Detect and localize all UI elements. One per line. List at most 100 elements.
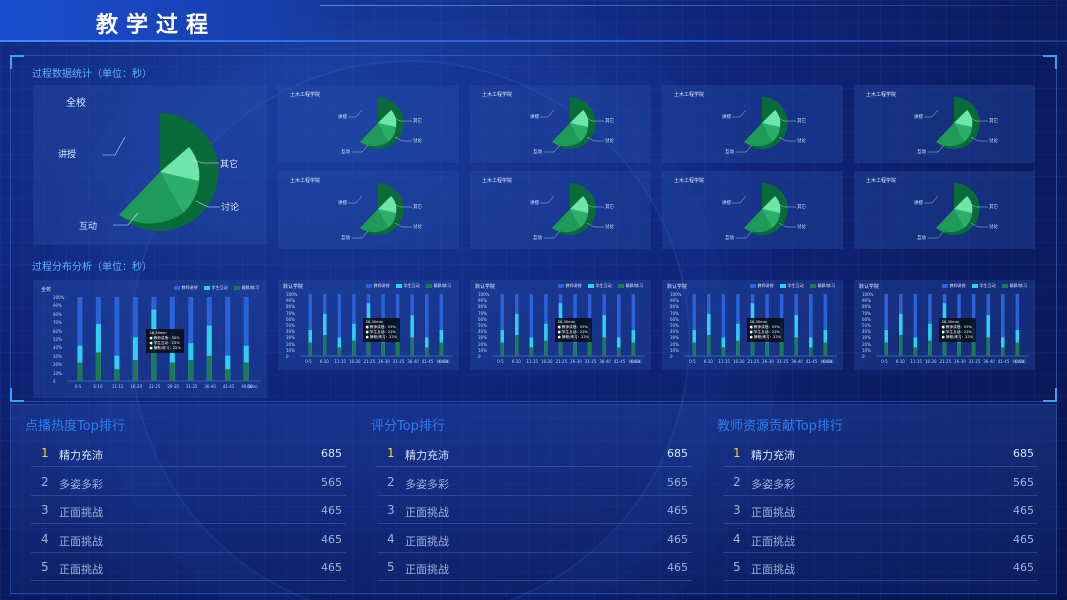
small-pie-chart <box>348 97 412 153</box>
x-tick-label: 26-30 <box>954 359 966 364</box>
rank-score: 465 <box>667 561 688 574</box>
rank-number: 1 <box>733 446 741 460</box>
pie-label-lecture: 讲授 <box>530 201 539 206</box>
pie-slice-discussion <box>954 123 972 142</box>
bar-silent <box>913 347 918 356</box>
x-tick-label: 6-10 <box>703 359 713 364</box>
bar-track <box>243 297 249 381</box>
pie-label-other: 其它 <box>989 119 998 124</box>
header-plate <box>0 0 360 40</box>
bar-interaction <box>323 313 327 356</box>
rank-number: 1 <box>41 446 49 460</box>
bar-tooltip: 26-30min ● 教师讲授：55% ● 学生互动：23% ● 静默/练习：22% <box>146 328 184 353</box>
bar-silent <box>794 337 798 356</box>
bar-silent <box>188 360 194 381</box>
ranking-row[interactable]: 5 正面挑战 465 <box>723 553 1038 581</box>
bar-track <box>721 294 726 356</box>
bar-silent <box>750 334 755 356</box>
ranking-row[interactable]: 5 正面挑战 465 <box>31 553 346 581</box>
rank-number: 2 <box>41 474 49 489</box>
ranking-row[interactable]: 4 正面挑战 465 <box>377 525 692 553</box>
pie-slice-other <box>762 196 781 213</box>
bar-silent <box>132 360 138 381</box>
bar-chart-title: 默认学院 <box>667 284 688 290</box>
pie-slice-other <box>570 196 589 213</box>
x-axis-unit: (min) <box>1015 359 1026 364</box>
x-tick-label: 11-15 <box>334 359 346 364</box>
rank-score: 685 <box>667 447 688 460</box>
y-tick-label: 60% <box>53 328 62 334</box>
header-divider <box>0 40 1067 42</box>
ranking-row[interactable]: 3 正面挑战 465 <box>31 496 346 524</box>
bar-interaction <box>928 323 932 356</box>
bar-track <box>225 297 231 381</box>
rank-number: 3 <box>41 503 49 517</box>
frame-corner <box>10 55 24 69</box>
bar-track <box>617 294 621 356</box>
y-tick-label: 80% <box>862 304 871 310</box>
bar-silent <box>823 342 828 356</box>
y-tick-label: 30% <box>862 335 871 341</box>
ranking-row[interactable]: 3 正面挑战 465 <box>723 496 1038 524</box>
bar-track <box>308 294 312 356</box>
y-tick-label: 0 <box>53 379 56 384</box>
pie-label-lecture: 讲授 <box>338 201 347 206</box>
ranking-row[interactable]: 1 精力充沛 685 <box>31 439 346 467</box>
ranking-row[interactable]: 3 正面挑战 465 <box>377 496 692 524</box>
bar-interaction <box>515 313 519 356</box>
x-tick-label: 31-35 <box>968 359 981 364</box>
pie-slice-other <box>160 147 200 181</box>
bar-tooltip: 26-30min ● 教师讲授：55% ● 学生互动：23% ● 静默/练习：22% <box>938 317 977 342</box>
bar-silent <box>692 342 696 356</box>
bar-tooltip: 26-30min ● 教师讲授：55% ● 学生互动：23% ● 静默/练习：22% <box>554 317 593 342</box>
ranking-row[interactable]: 4 正面挑战 465 <box>723 525 1038 553</box>
bar-track <box>884 294 888 356</box>
x-axis-unit: (min) <box>823 359 834 364</box>
pie-slice-other <box>570 110 589 127</box>
bar-track <box>529 294 534 356</box>
bar-interaction <box>410 315 414 356</box>
pie-slice-discussion <box>378 123 396 142</box>
x-tick-label: 16-20 <box>348 359 361 364</box>
x-tick-label: 31-35 <box>392 359 405 364</box>
charts-frame <box>10 55 1057 402</box>
rank-name: 正面挑战 <box>59 534 103 548</box>
y-tick-label: 60% <box>478 316 487 322</box>
y-tick-label: 80% <box>478 304 487 310</box>
rank-score: 465 <box>321 532 342 546</box>
rank-number: 5 <box>387 560 395 574</box>
y-tick-label: 40% <box>53 345 62 351</box>
ranking-row[interactable]: 2 多姿多彩 565 <box>723 468 1038 496</box>
bar-silent <box>573 342 577 356</box>
ranking-row[interactable]: 1 精力充沛 685 <box>377 439 692 467</box>
rank-number: 2 <box>733 474 741 489</box>
bar-silent <box>323 334 327 356</box>
y-tick-label: 30% <box>286 335 295 341</box>
y-tick-label: 30% <box>53 353 62 359</box>
y-tick-label: 10% <box>53 370 62 376</box>
x-tick-label: 31-35 <box>776 359 789 364</box>
bar-silent <box>308 342 312 356</box>
bar-track <box>1001 294 1005 356</box>
ranking-row[interactable]: 5 正面挑战 465 <box>377 553 692 581</box>
y-tick-label: 100% <box>286 292 298 297</box>
rank-score: 565 <box>1013 475 1034 489</box>
bar-interaction <box>132 337 138 381</box>
pie-slice-discussion <box>762 123 780 142</box>
pie-label-other: 其它 <box>605 119 614 124</box>
ranking-row[interactable]: 1 精力充沛 685 <box>723 439 1038 467</box>
legend-item: 教师讲授 <box>365 283 390 289</box>
x-tick-label: 41-45 <box>997 359 1010 364</box>
rank-score: 465 <box>667 532 688 546</box>
y-tick-label: 10% <box>286 347 295 353</box>
pie-label-interaction: 互动 <box>917 236 926 241</box>
ranking-row[interactable]: 4 正面挑战 465 <box>31 525 346 553</box>
ranking-row[interactable]: 2 多姿多彩 565 <box>377 468 692 496</box>
ranking-row[interactable]: 2 多姿多彩 565 <box>31 468 346 496</box>
legend-item: 教师讲授 <box>173 285 198 291</box>
bar-legend: 教师讲授 学生互动 静默/练习 <box>173 285 259 291</box>
small-pie-panel: 土木工程学院 讲授 其它 讨论 互动 <box>278 171 459 249</box>
bar-silent <box>169 362 175 381</box>
x-tick-label: 0-5 <box>881 359 888 364</box>
x-tick-label: 41-45 <box>613 359 626 364</box>
